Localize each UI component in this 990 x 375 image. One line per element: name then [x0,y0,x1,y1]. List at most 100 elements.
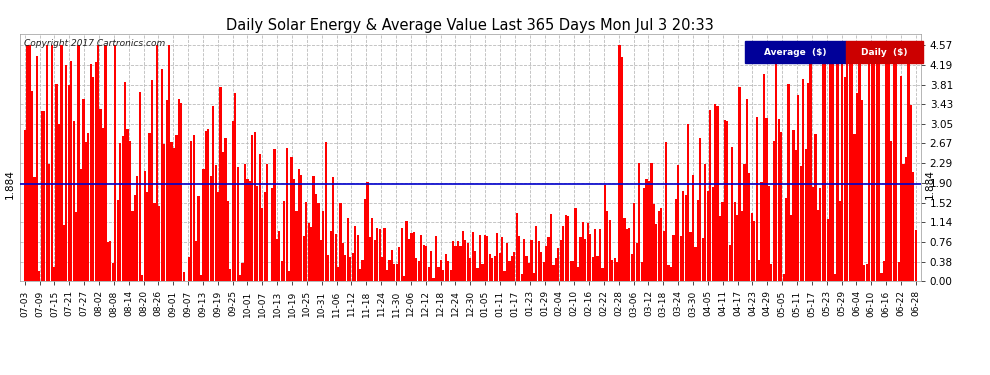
Bar [800,165,802,281]
Bar [346,218,348,281]
Bar [178,99,180,281]
Bar [528,263,530,281]
Bar [280,261,283,281]
Bar [349,256,351,281]
Bar [207,129,210,281]
Bar [452,242,454,281]
Bar [163,144,165,281]
Bar [276,239,278,281]
Bar [173,148,175,281]
Bar [393,264,395,281]
Bar [425,246,428,281]
Bar [677,165,679,281]
Bar [692,175,694,281]
Bar [707,190,709,281]
Bar [538,241,540,281]
Bar [376,228,378,281]
Bar [225,138,227,281]
Bar [846,45,848,281]
Bar [271,188,273,281]
Bar [160,69,163,281]
Bar [273,148,275,281]
Bar [501,237,503,281]
Bar [782,274,785,281]
Bar [486,236,488,281]
Bar [508,261,511,281]
Bar [900,76,902,281]
Bar [197,196,200,281]
Bar [26,45,29,281]
Bar [768,186,770,281]
Bar [621,57,623,281]
Bar [371,219,373,281]
Bar [46,45,48,281]
Bar [536,226,538,281]
Bar [57,123,60,281]
Bar [62,225,65,281]
Bar [912,172,915,281]
Bar [195,240,197,281]
Bar [420,234,423,281]
Bar [606,211,609,281]
Bar [356,235,358,281]
Bar [675,199,677,281]
Bar [24,130,26,281]
Bar [75,212,77,281]
Bar [315,194,317,281]
Bar [655,224,657,281]
Bar [643,188,645,281]
Bar [388,260,391,281]
Bar [870,60,873,281]
Bar [577,267,579,281]
Bar [386,270,388,281]
Bar [60,45,62,281]
Bar [624,217,626,281]
Bar [144,171,146,281]
Bar [313,176,315,281]
Bar [763,74,765,281]
Bar [36,56,38,281]
Bar [378,230,381,281]
Bar [885,63,887,281]
Bar [650,163,652,281]
Bar [215,165,217,281]
Text: 1.884: 1.884 [5,169,15,199]
Bar [574,208,576,281]
Bar [822,45,824,281]
Bar [634,203,636,281]
Bar [433,278,435,281]
Bar [237,166,239,281]
Bar [905,157,907,281]
Bar [660,208,662,281]
Bar [837,45,839,281]
Bar [430,251,433,281]
FancyBboxPatch shape [845,41,923,63]
Bar [641,262,643,281]
Text: Daily  ($): Daily ($) [861,48,908,57]
Bar [557,248,559,281]
Bar [244,164,247,281]
Bar [146,192,148,281]
Bar [856,93,858,281]
Bar [266,164,268,281]
Bar [391,249,393,281]
Bar [511,256,513,281]
Bar [533,273,535,281]
Bar [504,271,506,281]
Bar [883,261,885,281]
Title: Daily Solar Energy & Average Value Last 365 Days Mon Jul 3 20:33: Daily Solar Energy & Average Value Last … [227,18,714,33]
Bar [491,258,493,281]
Bar [702,238,704,281]
Bar [423,244,425,281]
Bar [531,240,533,281]
Bar [413,232,415,281]
Bar [851,45,853,281]
Bar [153,203,155,281]
Bar [180,103,182,281]
Bar [95,62,97,281]
Bar [366,182,368,281]
Bar [662,231,664,281]
Bar [49,165,50,281]
Bar [820,188,822,281]
Bar [587,223,589,281]
